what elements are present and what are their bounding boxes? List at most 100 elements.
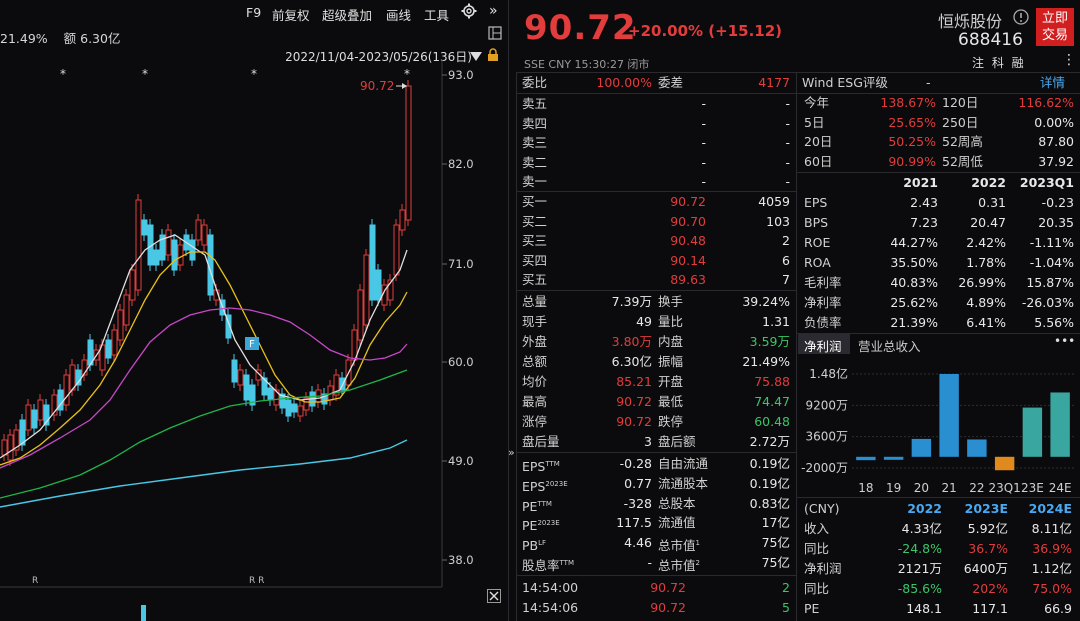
f9-button[interactable]: F9 bbox=[246, 5, 262, 20]
forecast-value: -85.6% bbox=[897, 581, 942, 596]
r-marker: R R bbox=[249, 576, 264, 586]
profit-bar[interactable] bbox=[939, 374, 959, 457]
stat-row: 盘后量 3 盘后额 2.72万 bbox=[522, 432, 792, 452]
profit-bar[interactable] bbox=[883, 456, 904, 460]
kline-chart-panel[interactable]: F9 前复权 超级叠加 画线 工具 » 21.49% 额 6.30亿 2022/… bbox=[0, 0, 509, 621]
bid-volume: 6 bbox=[782, 252, 790, 268]
forecast-label: PE bbox=[804, 601, 820, 616]
valuation-label: PBLF bbox=[522, 538, 547, 554]
profit-bar[interactable] bbox=[994, 456, 1015, 471]
forecast-header: 2022 bbox=[907, 501, 942, 516]
stat-row: 外盘 3.80万 内盘 3.59万 bbox=[522, 332, 792, 352]
fin-header: 2023Q1 bbox=[1019, 175, 1074, 190]
r-marker: R bbox=[32, 576, 38, 586]
tab-net-profit[interactable] bbox=[798, 334, 850, 354]
tab-net-profit-label: 净利润 bbox=[804, 339, 842, 354]
bid-price: 90.48 bbox=[670, 233, 706, 248]
f-marker-box[interactable] bbox=[245, 337, 259, 350]
more-icon[interactable]: ••• bbox=[1054, 334, 1076, 348]
bid-price: 90.72 bbox=[670, 194, 706, 209]
stat-row: 现手 49 量比 1.31 bbox=[522, 312, 792, 332]
stat-value: 49 bbox=[636, 314, 652, 329]
stat-row: 涨停 90.72 跌停 60.48 bbox=[522, 412, 792, 432]
fin-header-row: 2021 2022 2023Q1 bbox=[804, 173, 1076, 193]
stat-value: 85.21 bbox=[616, 374, 652, 389]
stock-name: 恒烁股份 bbox=[938, 12, 1003, 31]
fin-row: 负债率 21.39% 6.41% 5.56% bbox=[804, 313, 1076, 333]
collapse-icon[interactable]: » bbox=[489, 3, 498, 19]
bid-level-row: 买三 90.48 2 bbox=[522, 231, 792, 251]
fin-row: BPS 7.23 20.47 20.35 bbox=[804, 213, 1076, 233]
profit-x-label: 23Q1 bbox=[988, 481, 1020, 495]
profit-x-label: 22 bbox=[969, 481, 984, 495]
esg-value: - bbox=[926, 75, 931, 90]
dropdown-triangle-icon[interactable] bbox=[470, 51, 482, 65]
settings-gear-icon[interactable] bbox=[461, 3, 477, 22]
tools-button[interactable]: 工具 bbox=[424, 8, 450, 23]
valuation-value: -0.28 bbox=[619, 456, 652, 471]
forecast-row: 收入 4.33亿 5.92亿 8.11亿 bbox=[804, 519, 1076, 539]
trade-btn-line1: 立即 bbox=[1041, 11, 1068, 26]
profit-bar[interactable] bbox=[911, 438, 932, 457]
forecast-label: 净利润 bbox=[804, 561, 842, 576]
stat-value: 3.80万 bbox=[611, 334, 652, 349]
profit-bar[interactable] bbox=[856, 456, 876, 461]
ask-price: - bbox=[701, 135, 706, 150]
forecast-header-row: (CNY) 2022 2023E 2024E bbox=[804, 499, 1076, 519]
info-circle-icon[interactable] bbox=[1013, 9, 1029, 28]
fin-row: ROA 35.50% 1.78% -1.04% bbox=[804, 253, 1076, 273]
ma60-line bbox=[0, 439, 408, 508]
tick-row: 14:54:06 90.72 5 bbox=[522, 598, 792, 618]
bid-volume: 4059 bbox=[758, 194, 790, 209]
fin-value: 2.42% bbox=[966, 235, 1006, 250]
valuation-label: 总市值2 bbox=[658, 558, 700, 574]
ask-label: 卖一 bbox=[522, 174, 548, 189]
fin-value: 21.39% bbox=[890, 315, 938, 330]
valuation-value: 17亿 bbox=[761, 515, 790, 531]
adjust-button[interactable]: 前复权 bbox=[272, 8, 310, 23]
valuation-row: 股息率TTM - 总市值2 75亿 bbox=[522, 553, 792, 573]
stat-row: 总额 6.30亿 振幅 21.49% bbox=[522, 352, 792, 372]
fin-value: 2.43 bbox=[910, 195, 938, 210]
fin-value: -1.04% bbox=[1029, 255, 1074, 270]
superscript: TTM bbox=[545, 460, 560, 468]
kline-canvas[interactable]: 93.0 82.0 71.0 60.0 49.0 38.0 * * * * 90.72 F… bbox=[0, 60, 508, 621]
profit-x-label: 21 bbox=[941, 481, 956, 495]
stat-label: 总量 bbox=[522, 294, 548, 309]
tab-revenue[interactable]: 营业总收入 bbox=[858, 339, 921, 354]
forecast-label: 同比 bbox=[804, 581, 830, 596]
overlay-button[interactable]: 超级叠加 bbox=[322, 8, 373, 23]
perf-row: 5日 25.65% 250日 0.00% bbox=[804, 113, 1076, 133]
stat-value: 7.39万 bbox=[611, 294, 652, 309]
lock-icon[interactable] bbox=[486, 48, 500, 65]
fin-value: 6.41% bbox=[966, 315, 1006, 330]
valuation-label: 流通股本 bbox=[658, 475, 709, 491]
profit-x-label: 24E bbox=[1049, 481, 1072, 495]
valuation-value: - bbox=[647, 555, 652, 570]
profit-bar[interactable] bbox=[967, 439, 987, 457]
superscript: 2023E bbox=[545, 479, 568, 488]
superscript: TTM bbox=[537, 499, 552, 508]
stat-label: 开盘 bbox=[658, 374, 684, 389]
bid-volume: 7 bbox=[782, 272, 790, 287]
expand-icon[interactable]: » bbox=[508, 446, 515, 459]
profit-bar[interactable] bbox=[1050, 392, 1070, 457]
last-price-tag: 90.72 bbox=[360, 79, 394, 93]
star-marker: * bbox=[142, 67, 148, 81]
superscript: LF bbox=[538, 539, 547, 548]
bid-volume: 103 bbox=[766, 213, 790, 229]
perf-label: 今年 bbox=[804, 95, 830, 110]
ask-price: - bbox=[701, 174, 706, 189]
layout-icon[interactable] bbox=[488, 26, 502, 43]
draw-button[interactable]: 画线 bbox=[386, 8, 412, 23]
profit-bar[interactable] bbox=[1022, 407, 1043, 457]
trade-now-button[interactable]: 立即 交易 bbox=[1036, 8, 1074, 46]
profit-x-label: 23E bbox=[1021, 481, 1044, 495]
more-dots-icon[interactable]: ⋮ bbox=[1062, 52, 1076, 68]
valuation-label: 流通值 bbox=[658, 515, 696, 531]
close-subchart-icon[interactable] bbox=[487, 589, 501, 606]
fin-label: ROA bbox=[804, 255, 831, 270]
stat-value: 60.48 bbox=[754, 414, 790, 429]
candles bbox=[1, 80, 412, 466]
esg-detail-link[interactable]: 详情 bbox=[1040, 75, 1066, 90]
